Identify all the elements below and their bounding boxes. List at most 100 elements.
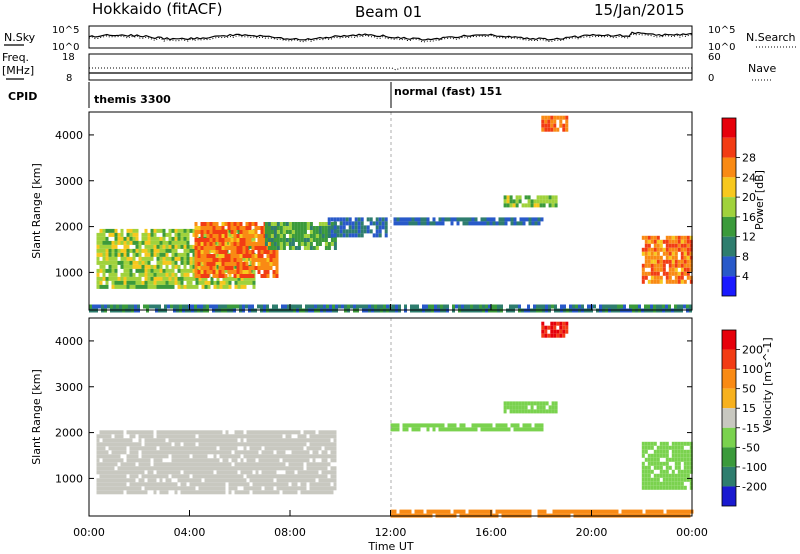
velocity-cell-1 [423,423,427,428]
power-cell-8 [323,304,326,309]
power-cell-7 [659,279,663,284]
velocity-cell-0 [219,450,223,455]
power-cell-2 [264,238,268,242]
power-colorbar-tick-5: 24 [742,171,756,184]
velocity-cell-0 [210,462,214,467]
velocity-cell-0 [165,450,169,455]
power-cell-8 [380,304,383,309]
power-cell-8 [665,304,668,309]
velocity-cell-4 [650,485,654,490]
velocity-cell-5 [558,509,562,514]
time-axis: 00:00 04:00 08:00 12:00 16:00 20:00 00:00 [73,304,708,539]
power-cell-2 [270,242,274,246]
velocity-cell-0 [210,486,214,491]
velocity-cell-0 [135,450,139,455]
velocity-cell-0 [321,462,325,467]
power-cell-0 [102,252,106,257]
power-cell-5 [530,203,534,208]
power-cell-0 [102,244,106,249]
power-cell-4 [441,221,445,226]
velocity-cell-0 [186,474,190,479]
velocity-cell-0 [144,490,148,495]
power-cell-7 [656,275,660,280]
velocity-cell-0 [129,478,133,483]
power-cell-7 [644,275,648,280]
power-cell-6 [559,119,563,124]
power-cell-5 [524,203,528,208]
power-cell-1 [254,254,258,258]
velocity-cell-0 [270,434,274,439]
velocity-cell-0 [303,486,307,491]
velocity-cell-0 [222,446,226,451]
velocity-cell-0 [156,466,160,471]
power-cell-7 [680,267,684,272]
power-cell-3 [357,221,361,226]
power-cell-1 [227,254,231,258]
power-cell-7 [656,255,660,260]
power-cell-2 [267,234,271,238]
velocity-cell-4 [659,473,663,478]
power-cell-2 [264,234,268,238]
power-colorbar-swatch-1 [722,137,736,158]
velocity-cell-0 [285,458,289,463]
velocity-cell-0 [114,490,118,495]
velocity-cell-0 [255,442,259,447]
power-cell-0 [183,268,187,273]
power-cell-1 [212,222,216,226]
velocity-cell-0 [267,458,271,463]
velocity-cell-0 [210,446,214,451]
power-cell-1 [200,254,204,258]
velocity-cell-0 [216,434,220,439]
velocity-cell-1 [432,423,436,428]
velocity-cell-0 [300,474,304,479]
power-cell-3 [330,229,334,234]
velocity-cell-0 [156,450,160,455]
velocity-cell-2 [512,405,516,410]
velocity-cell-0 [276,466,280,471]
power-cell-1 [212,262,216,266]
power-cell-0 [195,284,199,289]
power-cell-0 [147,248,151,253]
power-cell-6 [562,123,566,128]
power-cell-0 [159,284,163,289]
power-cell-6 [559,123,563,128]
power-cell-1 [224,234,228,238]
power-cell-0 [96,232,100,237]
power-cell-0 [153,248,157,253]
velocity-cell-0 [324,478,328,483]
velocity-cell-4 [686,465,690,470]
velocity-cell-0 [168,446,172,451]
power-cell-8 [95,304,98,309]
velocity-cell-0 [270,466,274,471]
power-cell-8 [617,304,620,309]
velocity-cell-0 [117,438,121,443]
power-cell-0 [216,260,220,265]
power-cell-2 [321,238,325,242]
velocity-cell-0 [219,490,223,495]
power-colorbar-tick-3: 16 [742,211,756,224]
power-cell-4 [528,221,532,226]
power-cell-4 [507,217,511,222]
velocity-cell-0 [255,430,259,435]
velocity-cell-0 [105,482,109,487]
velocity-cell-0 [189,470,193,475]
power-cell-1 [245,250,249,254]
velocity-cell-0 [231,482,235,487]
velocity-cell-0 [282,474,286,479]
velocity-cell-4 [647,477,651,482]
power-cell-1 [203,262,207,266]
power-cell-1 [224,266,228,270]
power-cell-1 [245,242,249,246]
power-cell-1 [233,246,237,250]
power-cell-7 [662,267,666,272]
power-cell-0 [111,264,115,269]
power-cell-8 [614,304,617,309]
velocity-cell-4 [686,477,690,482]
velocity-cell-2 [518,405,522,410]
velocity-cell-2 [521,409,525,414]
power-cell-7 [683,243,687,248]
power-cell-8 [599,304,602,309]
velocity-cell-4 [653,473,657,478]
power-cell-8 [365,304,368,309]
power-cell-0 [99,244,103,249]
